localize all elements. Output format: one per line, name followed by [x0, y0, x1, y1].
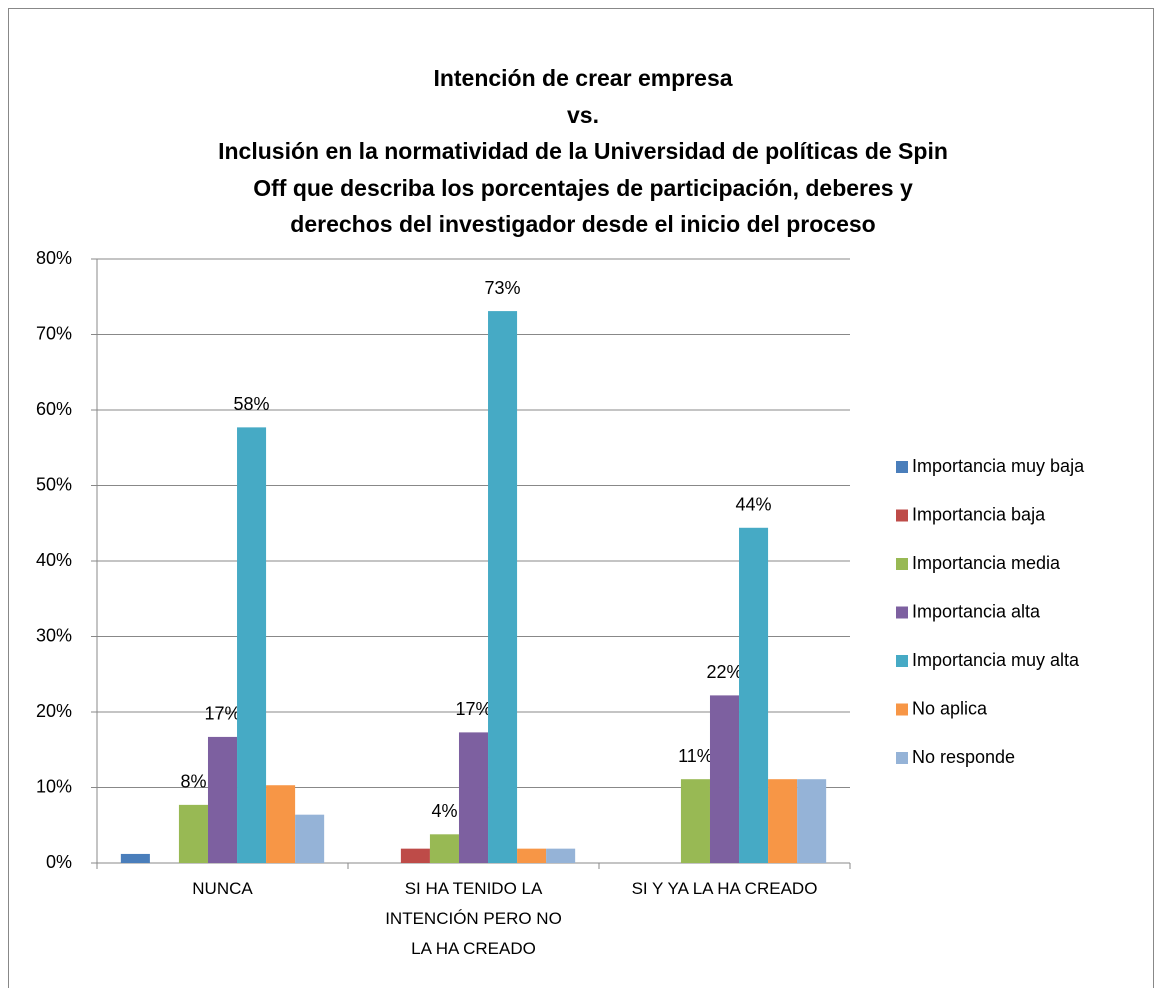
data-label: 44% [736, 495, 772, 515]
legend-swatch [896, 655, 908, 667]
bar [546, 848, 576, 863]
x-tick-label: SI Y YA LA HA CREADO [631, 879, 818, 898]
legend-swatch [896, 606, 908, 619]
bar [295, 814, 325, 863]
y-tick-label: 80% [36, 248, 72, 268]
y-tick-label: 60% [36, 399, 72, 419]
bar [400, 848, 430, 863]
legend-swatch [896, 461, 908, 473]
bar [768, 779, 798, 863]
legend-swatch [896, 509, 908, 522]
bar [709, 695, 740, 863]
x-tick-label: NUNCA [192, 879, 253, 898]
y-tick-label: 10% [36, 776, 72, 796]
bar [207, 736, 238, 863]
bar [120, 853, 150, 863]
data-label: 58% [234, 394, 270, 414]
data-label: 22% [706, 662, 742, 682]
y-tick-label: 0% [46, 852, 72, 872]
legend-label: Importancia media [912, 553, 1061, 573]
y-tick-label: 30% [36, 625, 72, 645]
chart-title: Intención de crear empresa vs. Inclusión… [218, 65, 948, 237]
bar [488, 311, 518, 864]
data-label: 73% [485, 278, 521, 298]
data-label: 11% [678, 746, 713, 766]
legend-swatch [896, 558, 908, 570]
y-tick-label: 40% [36, 550, 72, 570]
bar [237, 427, 267, 863]
bar [517, 848, 547, 863]
legend-label: Importancia muy alta [912, 650, 1080, 670]
legend-swatch [896, 703, 908, 716]
legend-label: Importancia baja [912, 504, 1046, 524]
data-label: 4% [431, 801, 457, 821]
bar [266, 785, 296, 863]
bar [178, 804, 208, 863]
legend-label: No aplica [912, 698, 988, 718]
bar [797, 779, 827, 863]
bar [458, 732, 489, 863]
y-tick-label: 70% [36, 323, 72, 343]
legend-label: No responde [912, 747, 1015, 767]
x-tick-label: SI HA TENIDO LA INTENCIÓN PERO NO LA HA … [385, 879, 562, 958]
legend-label: Importancia muy baja [912, 456, 1085, 476]
legend-swatch [896, 752, 908, 764]
bar [739, 527, 769, 863]
data-label: 8% [180, 772, 206, 792]
bar [429, 834, 459, 863]
data-label: 17% [455, 699, 491, 719]
legend-label: Importancia alta [912, 601, 1041, 621]
y-tick-label: 50% [36, 474, 72, 494]
data-label: 17% [204, 704, 240, 724]
y-tick-label: 20% [36, 701, 72, 721]
bar [680, 779, 710, 863]
chart-frame [8, 8, 1154, 988]
